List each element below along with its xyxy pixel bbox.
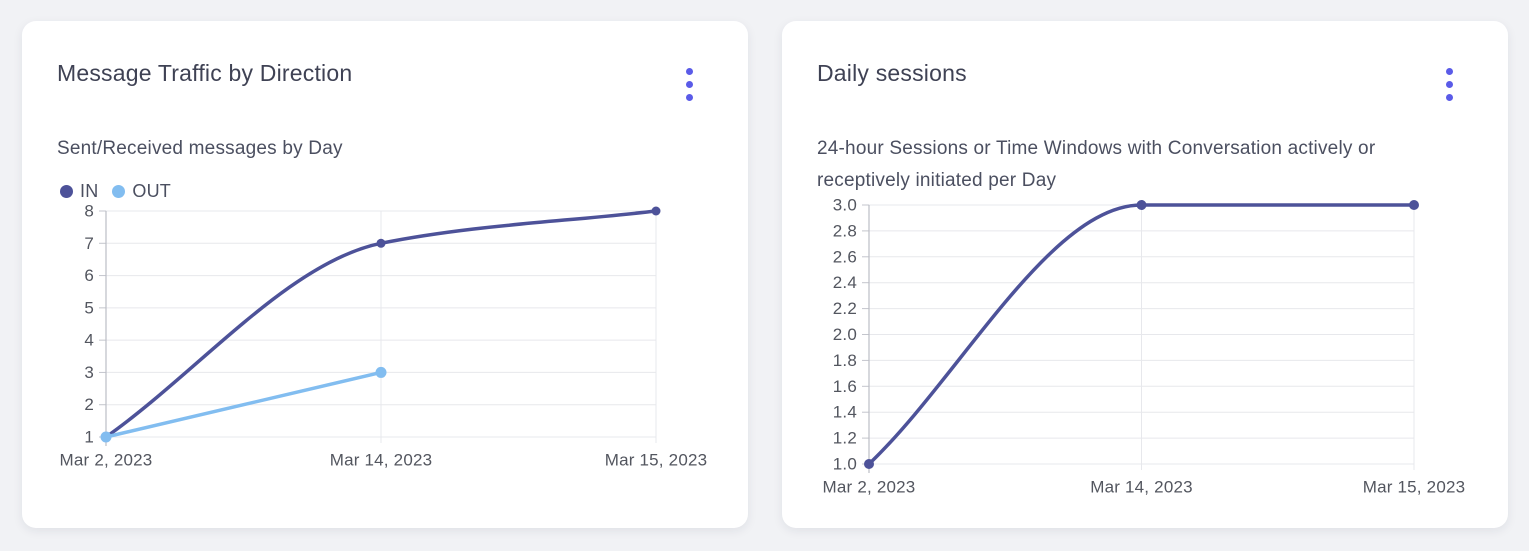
legend-label: OUT (132, 180, 172, 201)
kebab-menu-icon[interactable] (1440, 62, 1459, 107)
y-axis-tick-label: 7 (84, 234, 94, 253)
card-subtitle: Sent/Received messages by Day (57, 138, 343, 159)
x-axis-tick-label: Mar 2, 2023 (823, 478, 916, 497)
y-axis-tick-label: 1 (84, 428, 94, 447)
card-title: Daily sessions (817, 60, 967, 86)
kebab-dot (1446, 81, 1453, 88)
y-axis-tick-label: 5 (84, 298, 94, 317)
y-axis-tick-label: 1.0 (833, 455, 857, 474)
chart-canvas[interactable]: 1 2 3 4 5 6 7 8 Mar 2, 2023 Mar 14, 2023 Mar 15, 2… (57, 201, 713, 473)
series-line (867, 203, 1416, 466)
x-axis-tick-label: Mar 14, 2023 (1090, 478, 1193, 497)
x-axis-tick-label: Mar 15, 2023 (605, 451, 708, 470)
y-axis-tick-label: 4 (84, 331, 94, 350)
card-daily-sessions: Daily sessions 24-hour Sessions or Time … (782, 21, 1508, 528)
y-axis-tick-label: 1.6 (833, 377, 857, 396)
kebab-dot (1446, 94, 1453, 101)
card-title: Message Traffic by Direction (57, 60, 353, 86)
kebab-dot (1446, 68, 1453, 75)
y-axis-tick-label: 2 (84, 395, 94, 414)
data-point[interactable] (100, 431, 112, 443)
y-axis-tick-label: 3 (84, 363, 94, 382)
data-point[interactable] (864, 459, 874, 469)
chart-legend: IN OUT (60, 181, 713, 201)
x-axis-tick-label: Mar 14, 2023 (330, 451, 433, 470)
data-point[interactable] (651, 206, 661, 216)
kebab-menu-icon[interactable] (680, 62, 699, 107)
data-point[interactable] (1409, 200, 1419, 210)
y-axis-tick-label: 1.8 (833, 351, 857, 370)
y-axis-tick-label: 6 (84, 266, 94, 285)
y-axis-tick-label: 2.0 (833, 325, 857, 344)
y-axis-tick-label: 8 (84, 202, 94, 221)
y-axis-tick-label: 3.0 (833, 196, 857, 215)
legend-dot-icon (112, 184, 126, 198)
card-header: Message Traffic by Direction (57, 58, 713, 107)
legend-dot-icon (60, 184, 73, 198)
x-axis-tick-label: Mar 15, 2023 (1363, 478, 1466, 497)
y-axis-tick-label: 2.8 (833, 221, 857, 240)
card-message-traffic: Message Traffic by Direction Sent/Receiv… (22, 21, 748, 528)
y-axis-tick-label: 2.4 (833, 273, 857, 292)
data-point[interactable] (1136, 200, 1147, 210)
y-axis-tick-label: 2.2 (833, 299, 857, 318)
x-axis-tick-label: Mar 2, 2023 (60, 451, 153, 470)
data-point[interactable] (375, 366, 387, 378)
kebab-dot (686, 94, 693, 101)
legend-item[interactable]: IN (60, 181, 98, 202)
kebab-dot (686, 81, 693, 88)
kebab-dot (686, 68, 693, 75)
chart-canvas[interactable]: 1.0 1.2 1.4 1.6 1.8 2.0 2.2 2.4 2.6 2.8 3.0 Mar 2, … (817, 196, 1473, 497)
card-subtitle: 24-hour Sessions or Time Windows with Co… (817, 138, 1376, 191)
y-axis-tick-label: 2.6 (833, 247, 857, 266)
y-axis-tick-label: 1.2 (833, 429, 857, 448)
legend-label: IN (80, 180, 99, 201)
y-axis-tick-label: 1.4 (833, 403, 857, 422)
data-point[interactable] (376, 238, 386, 248)
legend-item[interactable]: OUT (112, 181, 171, 202)
series-line (104, 370, 383, 439)
card-header: Daily sessions (817, 58, 1473, 107)
